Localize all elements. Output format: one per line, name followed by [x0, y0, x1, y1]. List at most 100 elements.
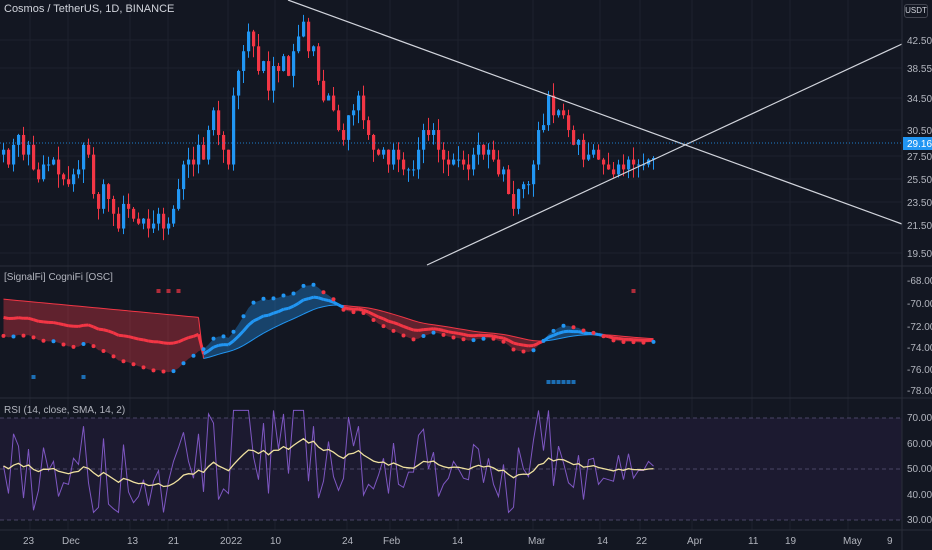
osc-mid-line: [3, 316, 9, 320]
osc-mid-line: [92, 325, 100, 331]
candle-body: [157, 213, 161, 224]
osc-dot: [631, 340, 636, 345]
osc-mid-line: [112, 331, 120, 337]
osc-mid-line: [103, 328, 109, 333]
candle-body: [82, 144, 86, 170]
osc-mid-line: [58, 322, 64, 327]
time-label: Mar: [528, 536, 546, 547]
candle-body: [167, 223, 171, 229]
osc-slow-line: [323, 305, 329, 308]
osc-dot: [541, 338, 546, 343]
currency-button[interactable]: USDT: [904, 4, 928, 18]
osc-dot: [1, 333, 6, 338]
osc-mid-line: [18, 316, 24, 320]
candle-body: [407, 169, 411, 171]
osc-dot: [621, 340, 626, 345]
osc-mid-line: [287, 304, 295, 310]
time-label: Dec: [62, 536, 80, 547]
osc-dot: [571, 325, 576, 330]
candle-body: [162, 213, 166, 229]
osc-slow-line: [363, 306, 369, 309]
osc-mid-line: [488, 333, 494, 338]
osc-slow-line: [548, 339, 554, 341]
price-tick: 42.50: [907, 36, 932, 47]
descending-trendline[interactable]: [287, 0, 903, 225]
oscillator-title[interactable]: [SignalFi] CogniFi [OSC]: [4, 272, 113, 283]
oscillator-axis[interactable]: -68.00 -70.00 -72.00 -74.00 -76.00 -78.0…: [907, 276, 932, 397]
osc-slow-line: [563, 336, 569, 339]
osc-dot: [481, 336, 486, 341]
candle-body: [597, 149, 601, 160]
osc-slow-line: [498, 333, 504, 336]
candle-body: [612, 169, 616, 175]
rsi-plot: [3, 409, 654, 514]
osc-mid-line: [583, 331, 589, 335]
osc-slow-line: [503, 334, 509, 336]
osc-slow-line: [468, 329, 474, 332]
candle-body: [207, 130, 211, 160]
candle-body: [262, 61, 266, 71]
osc-mid-line: [177, 338, 185, 344]
candle-body: [32, 144, 36, 170]
candle-body: [357, 95, 361, 111]
candle-body: [197, 144, 201, 165]
osc-mid-line: [343, 306, 349, 311]
price-axis[interactable]: 42.50 38.55 34.50 30.50 27.50 25.50 23.5…: [903, 36, 932, 260]
osc-mid-line: [107, 329, 115, 335]
candle-body: [547, 95, 551, 126]
osc-mid-line: [308, 295, 314, 301]
osc-dot: [161, 369, 166, 374]
candle-body: [572, 130, 576, 145]
osc-mid-line: [78, 323, 84, 328]
osc-dot: [261, 296, 266, 301]
osc-mid-line: [242, 324, 250, 332]
symbol-title: Cosmos / TetherUS, 1D, BINANCE: [4, 3, 174, 15]
candle-body: [447, 159, 451, 165]
osc-dot: [331, 297, 336, 302]
candle-body: [332, 95, 336, 111]
time-axis[interactable]: 23 Dec 13 21 2022 10 24 Feb 14 Mar 14 22…: [23, 536, 893, 547]
candle-body: [127, 203, 131, 209]
candle-body: [417, 149, 421, 170]
candle-body: [442, 149, 446, 160]
osc-marker: [546, 380, 551, 384]
osc-mid-line: [377, 315, 385, 321]
osc-mid-line: [267, 311, 275, 317]
candle-body: [97, 194, 101, 209]
osc-slow-line: [568, 335, 574, 338]
osc-dot: [601, 334, 606, 339]
candle-body: [22, 134, 26, 155]
osc-mid-line: [532, 341, 540, 347]
osc-mid-line: [372, 313, 380, 319]
candle-body: [472, 154, 476, 170]
candle-body: [107, 184, 111, 199]
candle-body: [152, 223, 156, 229]
osc-slow-line: [298, 313, 304, 317]
ascending-trendline[interactable]: [426, 43, 903, 266]
candle-body: [372, 134, 376, 150]
osc-mid-line: [358, 307, 364, 312]
rsi-axis[interactable]: 70.00 60.00 50.00 40.00 30.00: [907, 413, 932, 526]
osc-dot: [61, 342, 66, 347]
osc-slow-line: [558, 337, 564, 340]
osc-mid-line: [498, 335, 504, 340]
osc-mid-line: [397, 322, 405, 328]
osc-dot: [251, 300, 256, 305]
osc-mid-line: [303, 297, 309, 302]
candle-body: [242, 51, 246, 71]
osc-mid-line: [38, 319, 44, 324]
price-tick: 25.50: [907, 175, 932, 186]
rsi-tick: 50.00: [907, 464, 932, 475]
osc-mid-line: [237, 329, 245, 338]
osc-slow-line: [243, 342, 249, 346]
candle-body: [537, 130, 541, 165]
candle-body: [77, 169, 81, 175]
osc-slow-line: [463, 329, 469, 331]
osc-mid-line: [273, 310, 279, 315]
osc-dot: [511, 347, 516, 352]
osc-mid-line: [263, 313, 269, 318]
candle-body: [387, 149, 391, 165]
candle-body: [502, 169, 506, 175]
rsi-title[interactable]: RSI (14, close, SMA, 14, 2): [4, 405, 125, 416]
